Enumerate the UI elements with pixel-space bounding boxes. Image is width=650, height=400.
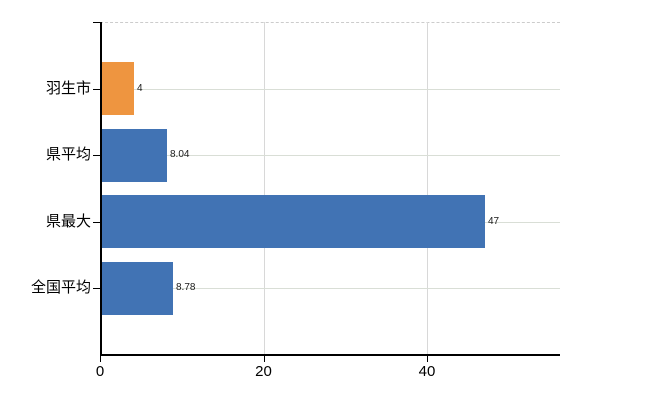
category-label: 県平均 xyxy=(45,146,91,163)
y-axis xyxy=(100,22,102,356)
vertical-gridline xyxy=(427,22,428,355)
x-axis-tick xyxy=(263,355,265,362)
y-axis-top-tick xyxy=(93,22,100,23)
x-tick-label: 20 xyxy=(255,363,272,380)
horizontal-gridline xyxy=(100,155,560,156)
vertical-gridline xyxy=(263,22,265,355)
horizontal-gridline xyxy=(100,89,560,90)
category-label: 全国平均 xyxy=(30,279,91,296)
x-axis-tick xyxy=(100,355,101,362)
category-label: 羽生市 xyxy=(45,80,91,97)
x-axis xyxy=(100,354,560,356)
bar xyxy=(101,262,173,315)
bar xyxy=(101,129,167,182)
x-axis-tick xyxy=(427,355,428,362)
category-label: 県最大 xyxy=(45,213,91,230)
y-axis-tick xyxy=(93,222,100,223)
y-axis-tick xyxy=(93,288,100,289)
x-tick-label: 0 xyxy=(95,363,105,380)
y-axis-tick xyxy=(93,89,100,90)
bar xyxy=(101,62,134,115)
bar-value-label: 8.04 xyxy=(170,149,190,160)
horizontal-gridline xyxy=(100,288,560,289)
bar-value-label: 47 xyxy=(488,216,500,227)
bar xyxy=(101,195,485,248)
x-tick-label: 40 xyxy=(418,363,436,380)
bar-value-label: 4 xyxy=(137,83,143,94)
y-axis-tick xyxy=(93,155,100,156)
plot-top-border xyxy=(100,22,560,23)
bar-value-label: 8.78 xyxy=(176,282,196,293)
